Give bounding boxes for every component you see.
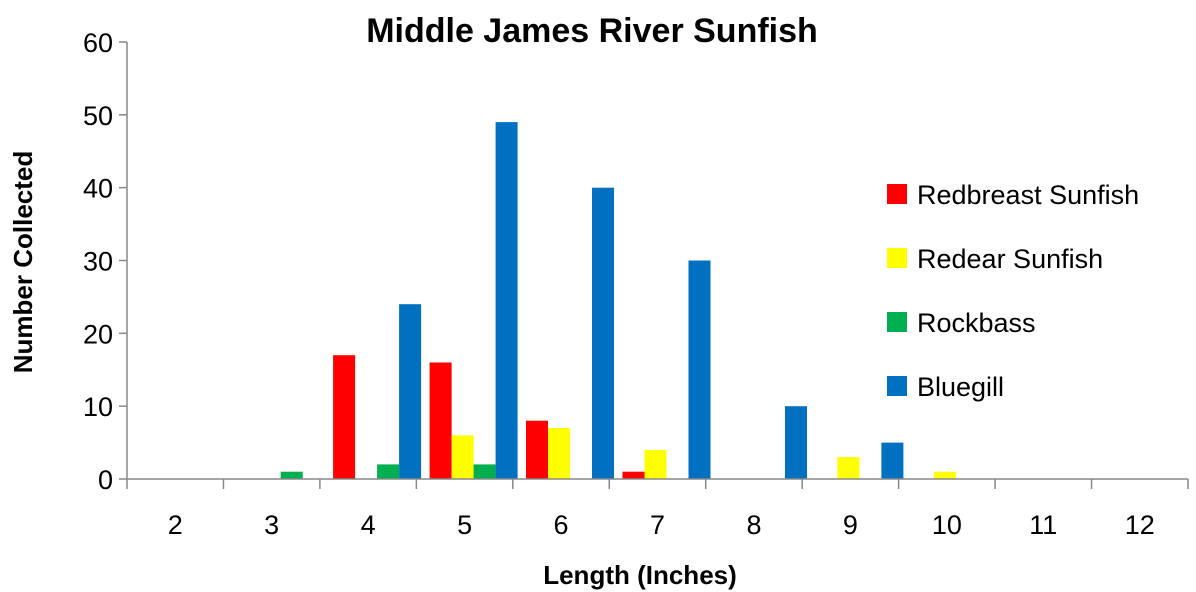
- legend-label: Redear Sunfish: [917, 244, 1103, 274]
- axes-layer: 0 10 20 30 40 50 60 2 3 4 5 6 7 8 9 10 11 12: [83, 28, 1189, 540]
- y-axis-label: Number Collected: [8, 151, 38, 374]
- bar: [526, 420, 548, 479]
- y-tick-label: 50: [83, 101, 113, 131]
- bar: [280, 471, 303, 479]
- bar: [399, 304, 422, 479]
- legend-swatch: [887, 376, 907, 396]
- x-tick-label: 7: [650, 510, 665, 540]
- y-tick-label: 0: [98, 465, 113, 495]
- legend-swatch: [887, 184, 907, 204]
- legend-swatch: [887, 312, 907, 332]
- x-tick-label: 12: [1125, 510, 1155, 540]
- bar: [451, 435, 474, 479]
- legend-label: Bluegill: [917, 372, 1004, 402]
- bar: [495, 122, 518, 479]
- x-tick-label: 8: [746, 510, 761, 540]
- x-tick-label: 2: [168, 510, 183, 540]
- chart-title: Middle James River Sunfish: [366, 12, 818, 50]
- x-tick-label: 4: [361, 510, 376, 540]
- bar: [377, 464, 400, 479]
- bar: [837, 457, 860, 479]
- x-tick-label: 10: [932, 510, 962, 540]
- x-tick-label: 6: [554, 510, 569, 540]
- bar: [548, 428, 570, 479]
- legend-label: Rockbass: [917, 308, 1036, 338]
- bar: [785, 406, 807, 479]
- x-tick-label: 9: [843, 510, 858, 540]
- bar: [622, 471, 645, 479]
- x-tick-label: 3: [264, 510, 279, 540]
- y-tick-label: 20: [83, 319, 113, 349]
- x-tick-label: 5: [457, 510, 472, 540]
- y-tick-label: 60: [83, 28, 113, 58]
- bar: [333, 355, 356, 479]
- bar: [592, 187, 614, 479]
- y-tick-label: 30: [83, 247, 113, 277]
- legend-swatch: [887, 248, 907, 268]
- x-axis-label: Length (Inches): [543, 560, 737, 590]
- bar: [473, 464, 496, 479]
- legend: Redbreast Sunfish Redear Sunfish Rockbass B…: [887, 180, 1139, 402]
- y-tick-label: 10: [83, 392, 113, 422]
- bars-layer: [280, 122, 956, 479]
- bar: [429, 362, 452, 479]
- bar: [644, 449, 667, 479]
- bar: [933, 471, 956, 479]
- bar: [881, 442, 904, 479]
- y-tick-label: 40: [83, 174, 113, 204]
- legend-label: Redbreast Sunfish: [917, 180, 1139, 210]
- x-tick-label: 11: [1029, 510, 1057, 540]
- bar: [688, 260, 711, 479]
